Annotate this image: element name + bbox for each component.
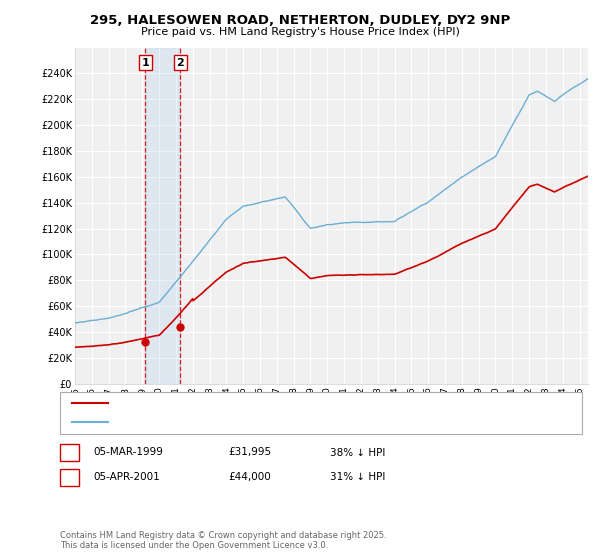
Text: £44,000: £44,000 <box>228 472 271 482</box>
Text: Contains HM Land Registry data © Crown copyright and database right 2025.
This d: Contains HM Land Registry data © Crown c… <box>60 530 386 550</box>
Text: 1: 1 <box>66 447 73 458</box>
Text: 05-MAR-1999: 05-MAR-1999 <box>93 447 163 458</box>
Text: 2: 2 <box>66 472 73 482</box>
Text: HPI: Average price, semi-detached house, Dudley: HPI: Average price, semi-detached house,… <box>114 417 356 427</box>
Text: 38% ↓ HPI: 38% ↓ HPI <box>330 447 385 458</box>
Text: 31% ↓ HPI: 31% ↓ HPI <box>330 472 385 482</box>
Text: 295, HALESOWEN ROAD, NETHERTON, DUDLEY, DY2 9NP: 295, HALESOWEN ROAD, NETHERTON, DUDLEY, … <box>90 14 510 27</box>
Text: 1: 1 <box>142 58 149 68</box>
Text: Price paid vs. HM Land Registry's House Price Index (HPI): Price paid vs. HM Land Registry's House … <box>140 27 460 37</box>
Text: £31,995: £31,995 <box>228 447 271 458</box>
Bar <box>145 48 180 384</box>
Text: 05-APR-2001: 05-APR-2001 <box>93 472 160 482</box>
Text: 2: 2 <box>176 58 184 68</box>
Text: 295, HALESOWEN ROAD, NETHERTON, DUDLEY, DY2 9NP (semi-detached house): 295, HALESOWEN ROAD, NETHERTON, DUDLEY, … <box>114 398 509 408</box>
